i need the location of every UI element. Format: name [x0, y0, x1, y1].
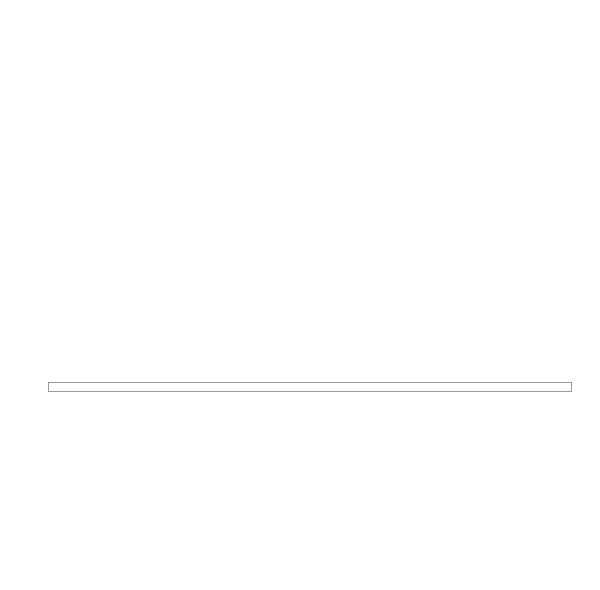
chart-svg [0, 6, 300, 156]
legend [48, 382, 572, 392]
chart-area [0, 6, 600, 376]
